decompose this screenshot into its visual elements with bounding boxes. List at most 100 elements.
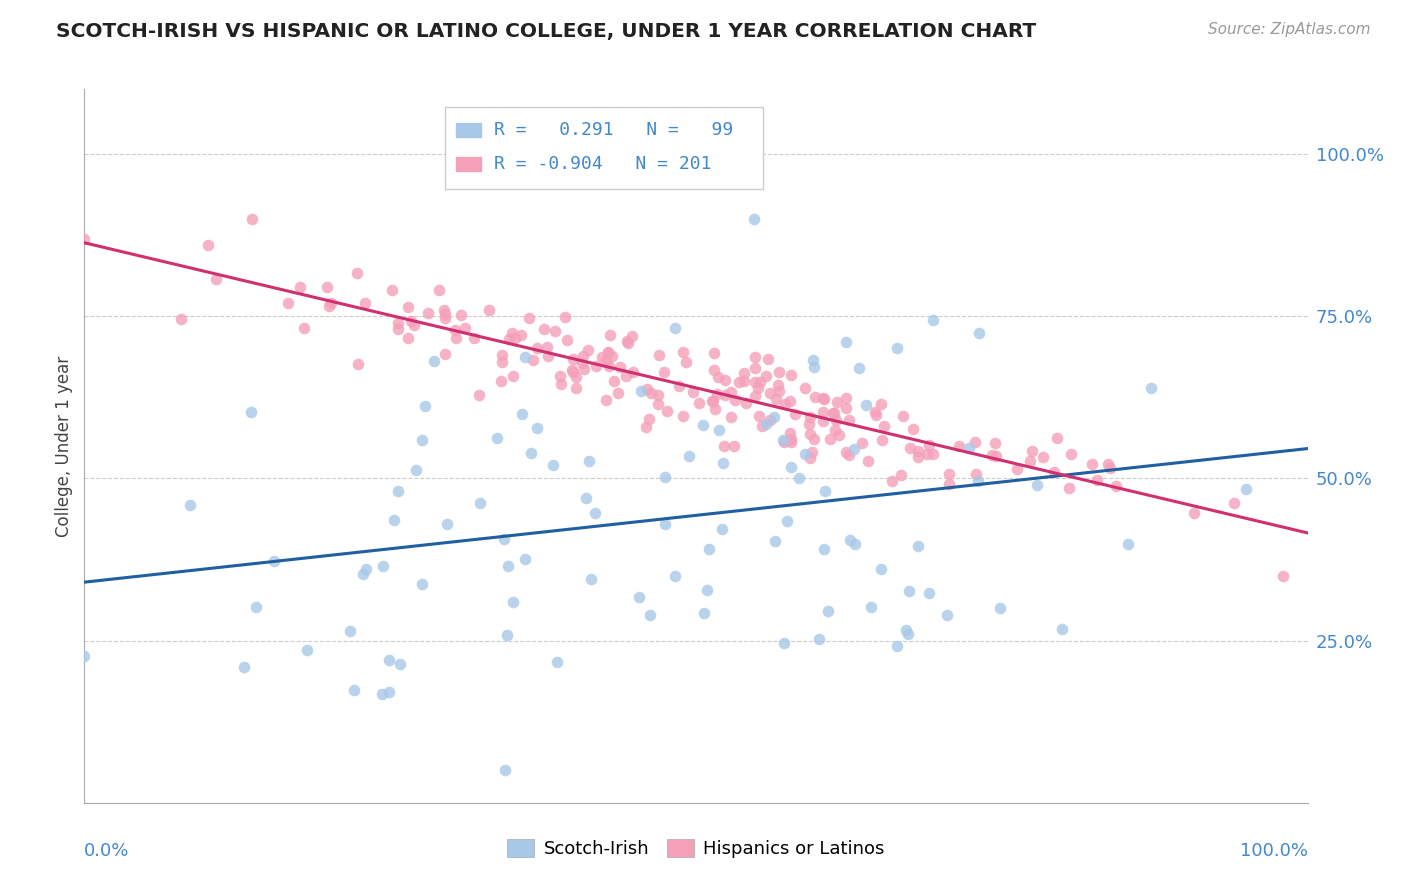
Point xyxy=(835,392,858,406)
Point xyxy=(957,441,980,455)
Point xyxy=(73,232,96,246)
Point xyxy=(759,385,782,400)
Point xyxy=(647,388,669,402)
Point xyxy=(1018,454,1040,468)
Legend: Scotch-Irish, Hispanics or Latinos: Scotch-Irish, Hispanics or Latinos xyxy=(501,831,891,865)
Point xyxy=(747,380,769,394)
Point xyxy=(813,392,835,406)
Point xyxy=(413,399,436,413)
Point xyxy=(388,657,411,672)
Point xyxy=(704,401,727,416)
Point xyxy=(343,682,366,697)
Point xyxy=(486,431,509,445)
Point xyxy=(1272,568,1295,582)
Point xyxy=(515,350,537,364)
Point xyxy=(468,388,491,402)
FancyBboxPatch shape xyxy=(456,122,482,137)
Point xyxy=(596,346,619,360)
Point xyxy=(907,450,929,464)
Point xyxy=(817,604,839,618)
Point xyxy=(628,590,651,604)
Point xyxy=(751,419,773,434)
Point xyxy=(811,405,834,419)
Point xyxy=(561,352,583,367)
Point xyxy=(894,623,917,637)
Point xyxy=(621,329,644,343)
Point xyxy=(494,764,516,778)
Point xyxy=(886,639,908,653)
Point xyxy=(678,449,700,463)
Point xyxy=(799,417,821,432)
Point xyxy=(811,414,834,428)
Point xyxy=(555,333,578,347)
Point xyxy=(565,370,588,384)
Point xyxy=(897,626,920,640)
Point xyxy=(496,628,519,642)
Point xyxy=(561,362,583,376)
Point xyxy=(492,532,515,546)
Point xyxy=(571,356,593,370)
Point xyxy=(780,460,803,475)
Point xyxy=(638,608,661,623)
Point xyxy=(585,359,607,373)
Point xyxy=(1105,479,1128,493)
Point xyxy=(354,561,377,575)
Point xyxy=(844,536,866,550)
Point xyxy=(600,349,623,363)
Point xyxy=(574,362,596,376)
Point xyxy=(828,428,851,442)
Point xyxy=(1098,460,1121,475)
Point xyxy=(922,447,945,461)
Point xyxy=(692,418,714,433)
Point xyxy=(762,409,785,424)
Point xyxy=(799,450,821,465)
Point xyxy=(634,420,657,434)
Y-axis label: College, Under 1 year: College, Under 1 year xyxy=(55,355,73,537)
Point xyxy=(489,374,512,388)
Point xyxy=(870,397,893,411)
Point xyxy=(564,381,586,395)
Point xyxy=(838,413,860,427)
Point xyxy=(768,365,790,379)
Point xyxy=(720,409,742,424)
Point xyxy=(870,433,893,447)
Point xyxy=(835,335,858,350)
Point xyxy=(533,322,555,336)
Point xyxy=(711,457,734,471)
Point xyxy=(688,396,710,410)
Point xyxy=(1043,465,1066,479)
Point xyxy=(491,348,513,362)
Point xyxy=(700,393,723,408)
Point xyxy=(749,375,772,389)
Point xyxy=(595,393,617,408)
Point xyxy=(808,632,831,646)
Point xyxy=(179,499,201,513)
Point xyxy=(706,387,728,401)
Point xyxy=(295,642,318,657)
Point xyxy=(378,685,401,699)
Point xyxy=(825,413,848,427)
Point xyxy=(583,506,606,520)
Point xyxy=(537,349,560,363)
Point xyxy=(1050,622,1073,636)
Point xyxy=(1097,457,1119,471)
Point xyxy=(835,445,858,459)
Point xyxy=(399,314,422,328)
Point xyxy=(965,435,987,450)
Point xyxy=(470,495,492,509)
Point xyxy=(433,303,456,318)
Text: R =   0.291   N =   99: R = 0.291 N = 99 xyxy=(494,121,734,139)
Point xyxy=(609,360,631,375)
Point xyxy=(799,410,821,425)
Text: SCOTCH-IRISH VS HISPANIC OR LATINO COLLEGE, UNDER 1 YEAR CORRELATION CHART: SCOTCH-IRISH VS HISPANIC OR LATINO COLLE… xyxy=(56,22,1036,41)
Point xyxy=(436,517,458,532)
Point xyxy=(787,471,810,485)
Point xyxy=(292,320,315,334)
Point xyxy=(387,484,409,499)
Point xyxy=(672,409,695,423)
Point xyxy=(965,467,987,481)
Point xyxy=(755,417,778,432)
Point xyxy=(277,296,299,310)
Point xyxy=(546,655,568,669)
Point xyxy=(1223,496,1246,510)
